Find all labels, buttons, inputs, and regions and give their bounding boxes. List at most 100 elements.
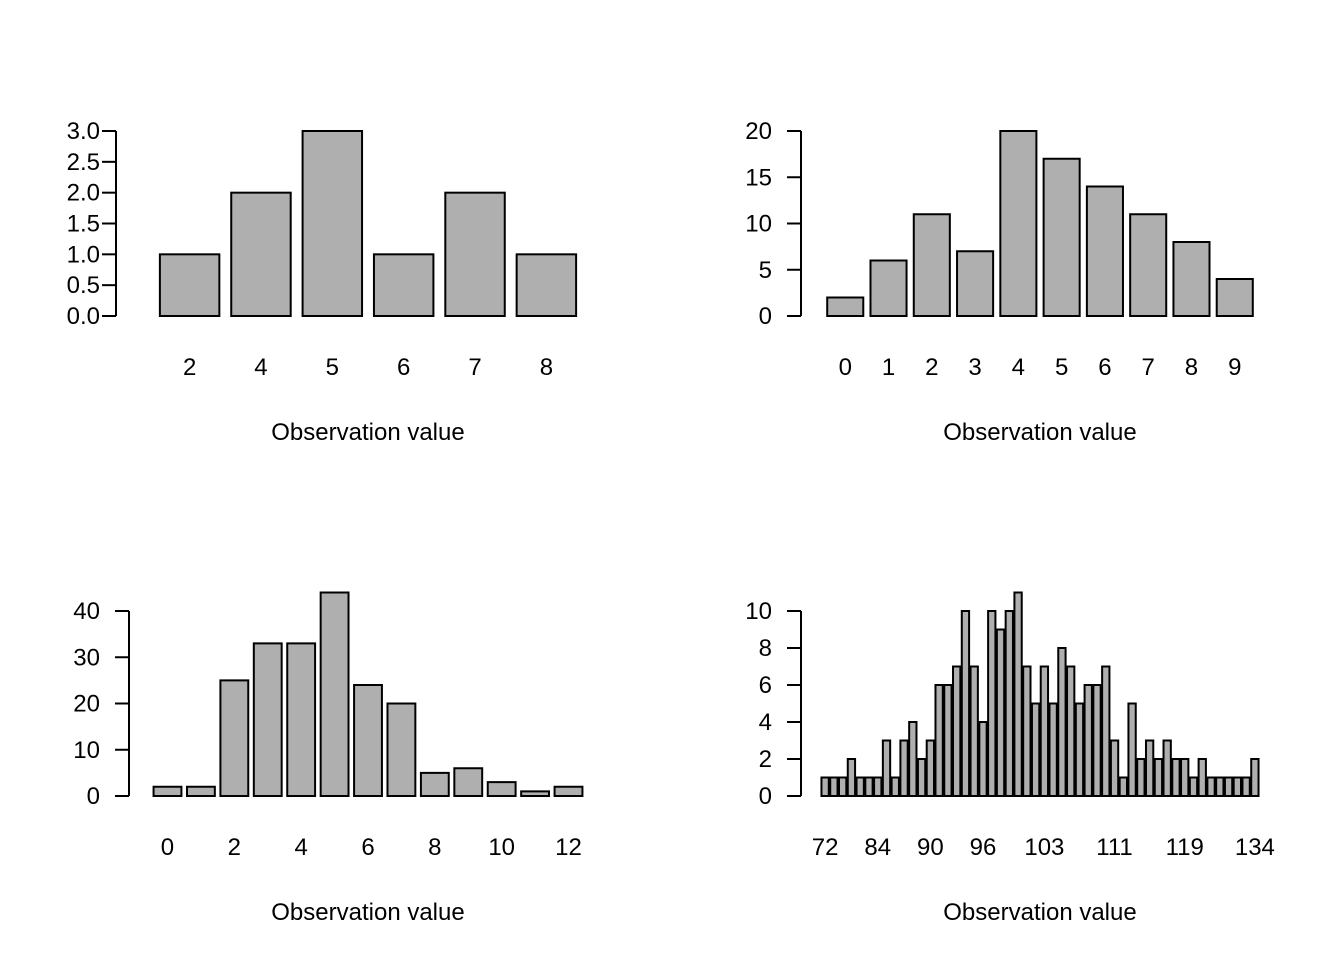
chart-2-x-tick-label: 9	[1228, 354, 1241, 381]
chart-2-y-tick-label: 0	[759, 303, 772, 330]
chart-3-bar-11	[486, 781, 517, 798]
chart-4-bar-19	[978, 721, 988, 797]
chart-2-bar-4	[956, 250, 995, 317]
chart-3-bar-1	[152, 785, 183, 797]
chart-4-bar-43	[1188, 776, 1199, 797]
chart-2-bar-6	[1042, 157, 1081, 317]
chart-4-bar-42	[1180, 758, 1190, 797]
chart-2-svg: 0 5 10 15 20 0 1 2 3 4 5 6 7 8 9 Observation value	[745, 118, 1254, 446]
chart-2-bar-5	[999, 130, 1038, 317]
chart-2-x-tick-label: 4	[1012, 354, 1025, 381]
chart-4-bar-50	[1250, 758, 1260, 797]
chart-1: 0.0 0.5 1.0 1.5 2.0 2.5 3.0 2 4 5 6 7 8 Observation v…	[67, 118, 578, 446]
chart-2-y-tick-label: 15	[745, 164, 772, 191]
chart-2-x-tick-label: 3	[968, 354, 981, 381]
chart-1-x-tick-label: 7	[468, 354, 481, 381]
chart-4-bar-26	[1039, 665, 1050, 797]
chart-3-x-tick-label: 6	[361, 834, 374, 861]
chart-2-x-tick-label: 2	[925, 354, 938, 381]
chart-3-bar-4	[252, 642, 283, 798]
chart-4-bar-5	[855, 776, 865, 797]
chart-panel-1: 0.0 0.5 1.0 1.5 2.0 2.5 3.0 2 4 5 6 7 8 Observation v…	[0, 0, 672, 480]
chart-3-x-tick-label: 2	[228, 834, 241, 861]
chart-1-x-tick-label: 6	[397, 354, 410, 381]
chart-4-bar-12	[916, 758, 927, 797]
chart-4-x-tick-label: 119	[1166, 834, 1204, 861]
chart-4-bar-33	[1101, 665, 1111, 797]
chart-3-bar-2	[185, 785, 216, 797]
chart-1-y-tick-label: 2.5	[67, 149, 100, 176]
chart-4-bar-48	[1232, 776, 1243, 797]
chart-panel-4: 0 2 4 6 8 10 72 84 90 96 103 111 119 134 Observation v…	[672, 480, 1344, 960]
chart-1-bar-2	[230, 191, 292, 317]
chart-2-x-tick-label: 1	[882, 354, 895, 381]
chart-2-x-tick-label: 0	[839, 354, 852, 381]
chart-4-bar-11	[908, 721, 918, 797]
chart-3-y-tick-label: 40	[73, 598, 100, 625]
chart-4-bar-16	[952, 665, 962, 797]
chart-4-bar-35	[1118, 776, 1128, 797]
chart-4-bar-13	[925, 739, 936, 797]
chart-4-bar-34	[1109, 739, 1120, 797]
chart-1-bar-6	[515, 253, 578, 317]
chart-1-y-tick-label: 0.0	[67, 303, 100, 330]
chart-4-bar-49	[1241, 776, 1251, 797]
chart-1-x-tick-label: 4	[254, 354, 267, 381]
chart-4-bar-10	[899, 739, 909, 797]
chart-3-bar-9	[419, 771, 450, 798]
chart-1-y-tick-label: 1.5	[67, 211, 100, 238]
chart-1-y-tick-label: 1.0	[67, 241, 100, 268]
chart-4-y-tick-label: 8	[759, 635, 772, 662]
chart-3-x-tick-label: 0	[161, 834, 174, 861]
chart-panel-3: 0 10 20 30 40 0 2 4 6 8 10 12 Observation value	[0, 480, 672, 960]
chart-4-svg: 0 2 4 6 8 10 72 84 90 96 103 111 119 134 Observation v…	[745, 591, 1275, 926]
chart-2-bar-9	[1172, 241, 1211, 317]
chart-1-y-tick-label: 3.0	[67, 118, 100, 145]
chart-4-bar-40	[1162, 739, 1172, 797]
chart-4-bar-47	[1223, 776, 1234, 797]
chart-3-bar-13	[553, 785, 584, 797]
chart-4-y-tick-label: 6	[759, 672, 772, 699]
chart-4-x-tick-label: 84	[864, 834, 891, 861]
chart-4-y-tick-label: 4	[759, 709, 772, 736]
chart-3-bar-12	[520, 790, 551, 798]
chart-1-svg: 0.0 0.5 1.0 1.5 2.0 2.5 3.0 2 4 5 6 7 8 Observation v…	[67, 118, 578, 446]
chart-4-bar-18	[969, 665, 979, 797]
chart-4-bar-36	[1127, 702, 1137, 797]
chart-2-bar-10	[1215, 278, 1254, 317]
chart-1-bar-4	[372, 253, 435, 317]
chart-2-x-tick-label: 8	[1185, 354, 1198, 381]
chart-1-bar-1	[158, 253, 221, 317]
chart-3-x-tick-label: 12	[555, 834, 582, 861]
chart-4-bar-3	[838, 776, 848, 797]
chart-4-bar-8	[881, 739, 892, 797]
chart-3: 0 10 20 30 40 0 2 4 6 8 10 12 Observation value	[73, 591, 584, 926]
chart-4: 0 2 4 6 8 10 72 84 90 96 103 111 119 134 Observation v…	[745, 591, 1275, 926]
chart-2-bar-3	[912, 213, 951, 317]
chart-4-bar-23	[1013, 591, 1023, 797]
chart-4-bar-30	[1074, 702, 1085, 797]
chart-1-bar-5	[444, 191, 506, 317]
chart-4-y-tick-label: 2	[759, 746, 772, 773]
chart-1-x-tick-label: 5	[326, 354, 339, 381]
chart-3-bar-6	[319, 591, 350, 797]
chart-3-y-tick-label: 20	[73, 691, 100, 718]
chart-4-bar-22	[1004, 610, 1014, 797]
chart-2-bar-7	[1085, 185, 1124, 317]
chart-1-x-tick-label: 2	[183, 354, 196, 381]
chart-4-bar-21	[995, 628, 1006, 797]
chart-4-x-tick-label: 111	[1096, 834, 1132, 861]
chart-4-y-tick-label: 10	[745, 598, 772, 625]
chart-2-x-tick-label: 7	[1142, 354, 1155, 381]
chart-4-bar-9	[890, 776, 900, 797]
chart-4-bar-17	[960, 610, 971, 797]
chart-4-bar-15	[943, 684, 953, 797]
chart-1-y-tick-label: 0.5	[67, 272, 100, 299]
chart-1-y-tick-label: 2.0	[67, 180, 100, 207]
chart-4-bar-27	[1048, 702, 1058, 797]
chart-4-x-tick-label: 72	[812, 834, 839, 861]
chart-2-y-tick-label: 10	[745, 211, 772, 238]
chart-3-x-tick-label: 10	[488, 834, 515, 861]
chart-2-y-tick-label: 20	[745, 118, 772, 145]
